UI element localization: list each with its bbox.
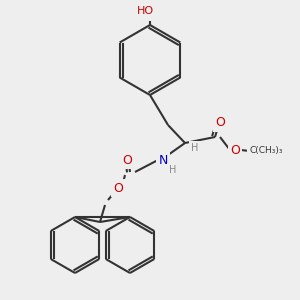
- Text: O: O: [230, 143, 240, 157]
- Text: C(CH₃)₃: C(CH₃)₃: [249, 146, 283, 154]
- Text: O: O: [215, 116, 225, 130]
- Text: H: H: [191, 143, 199, 153]
- Text: O: O: [122, 154, 132, 166]
- Text: H: H: [169, 165, 177, 175]
- Text: N: N: [158, 154, 168, 166]
- Text: O: O: [113, 182, 123, 194]
- Text: HO: HO: [136, 6, 154, 16]
